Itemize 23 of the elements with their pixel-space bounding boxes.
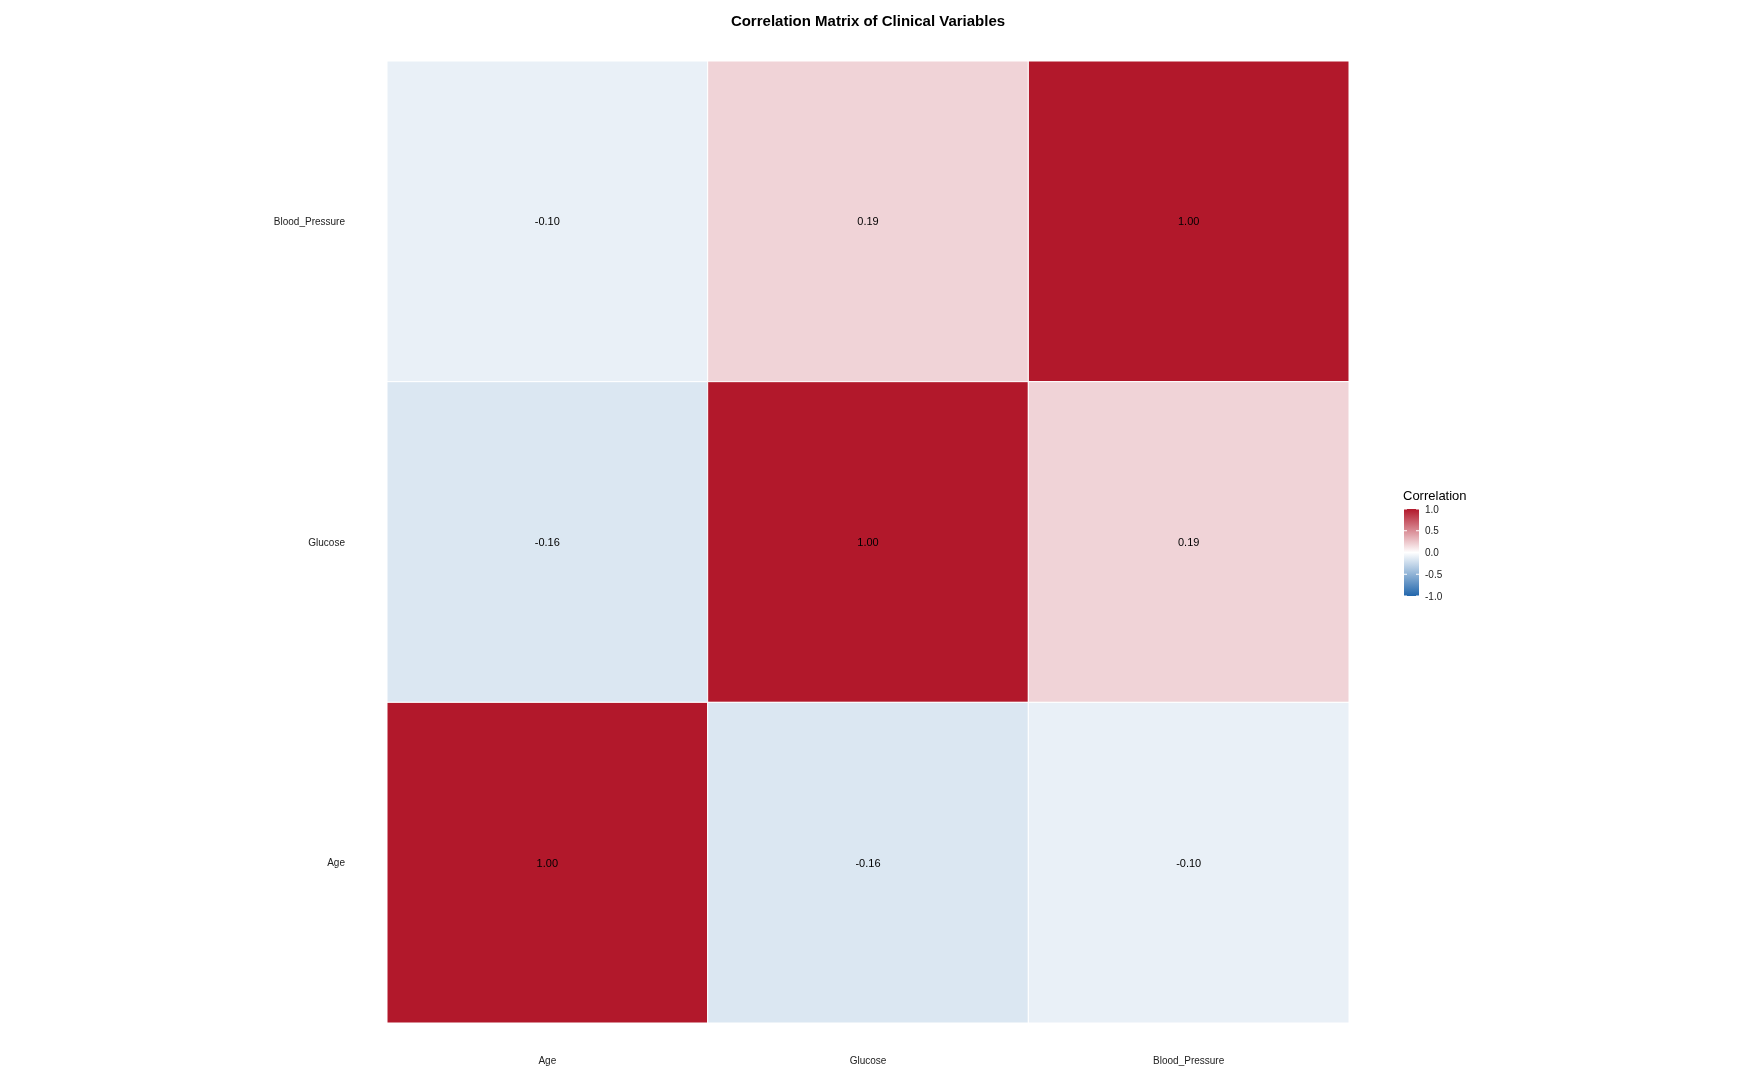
data-label: 0.19: [857, 215, 879, 228]
x-tick-label: Blood_Pressure: [1153, 1055, 1225, 1067]
legend-title: Correlation: [1403, 488, 1467, 503]
data-label: -0.10: [534, 215, 560, 228]
color-bar-label: 1.0: [1425, 503, 1440, 515]
color-bar-label: 0.0: [1425, 547, 1440, 558]
data-label: 1.00: [536, 856, 559, 869]
x-tick-label: Glucose: [849, 1055, 887, 1067]
color-bar-label: -0.5: [1425, 568, 1443, 580]
y-tick-label: Blood_Pressure: [273, 215, 346, 227]
data-label: -0.16: [534, 536, 560, 548]
data-label: 0.19: [1177, 536, 1200, 548]
data-label: -0.16: [855, 856, 881, 869]
chart-title: Correlation Matrix of Clinical Variables: [729, 12, 1007, 29]
data-label: -0.10: [1176, 856, 1202, 869]
data-label: 1.00: [1177, 215, 1200, 228]
y-tick-label: Glucose: [308, 536, 346, 548]
x-tick-label: Age: [538, 1055, 557, 1067]
y-tick-label: Age: [327, 857, 346, 869]
colorbar: Correlation 1.0 0.5 0.0 -0.5 -1.0: [1388, 478, 1508, 618]
color-bar-label: 0.5: [1425, 525, 1440, 537]
data-label: 1.00: [857, 536, 879, 548]
color-bar-label: -1.0: [1425, 590, 1443, 602]
